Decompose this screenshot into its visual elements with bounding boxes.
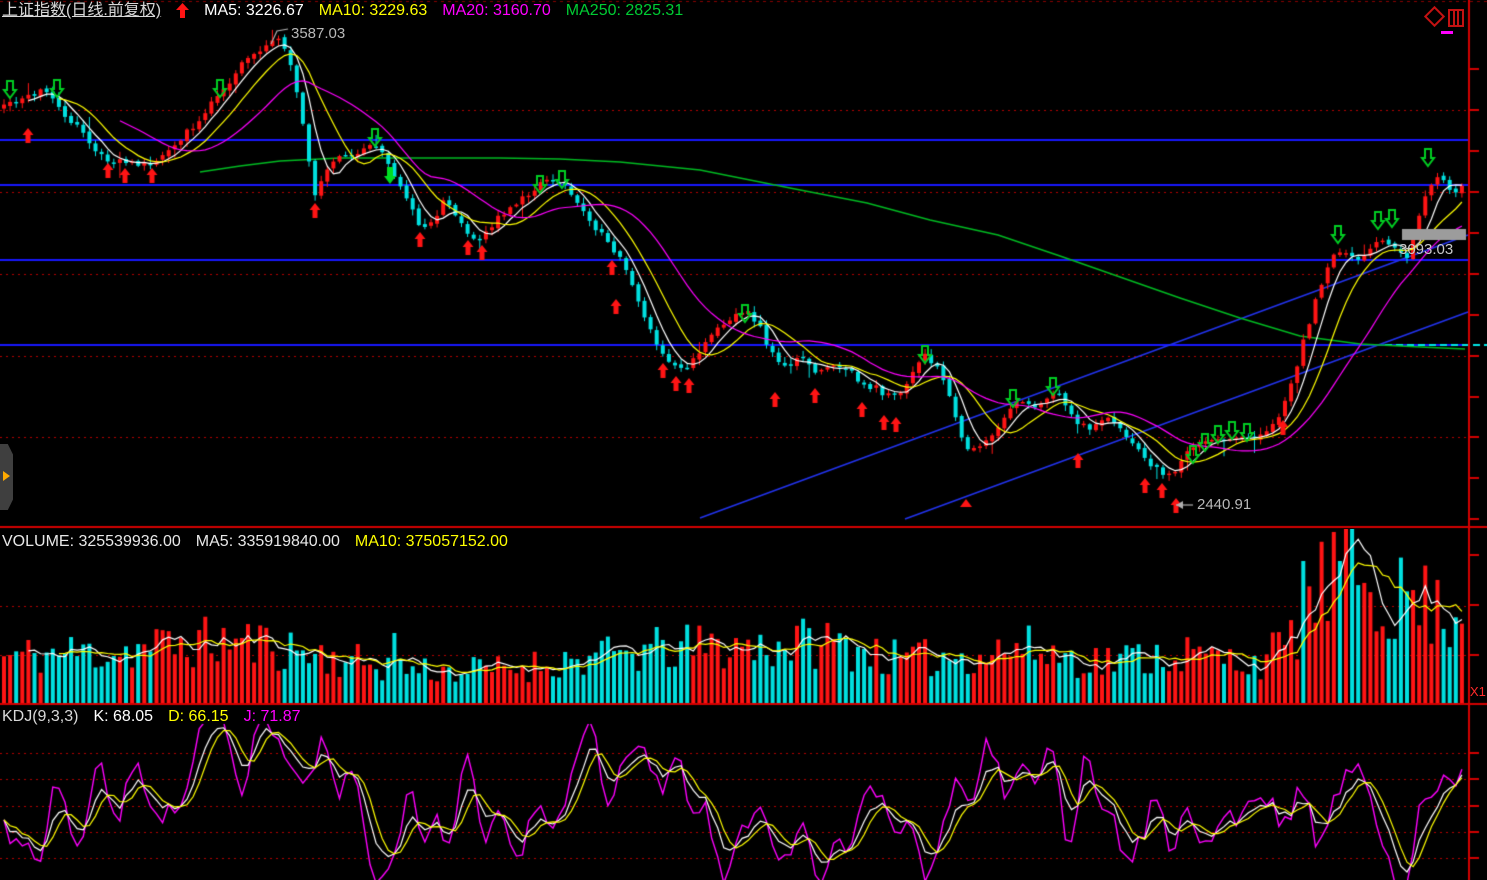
volume-ma10-value: MA10: 375057152.00: [354, 533, 508, 550]
magenta-dash-icon: [1441, 31, 1453, 34]
main-price-chart[interactable]: [0, 0, 1487, 529]
kdj-j-value: J: 71.87: [243, 708, 301, 725]
volume-ma5-value: MA5: 335919840.00: [195, 533, 340, 550]
ma5-value: MA5: 3226.67: [204, 2, 304, 19]
kdj-chart[interactable]: [0, 706, 1487, 880]
kdj-k-value: K: 68.05: [93, 708, 154, 725]
trough-price-label: 2440.91: [1197, 496, 1252, 513]
volume-value: VOLUME: 325539936.00: [2, 533, 181, 550]
ma10-value: MA10: 3229.63: [318, 2, 428, 19]
scale-indicator-label: X1: [1470, 684, 1486, 699]
window-layout-icon[interactable]: [1448, 9, 1464, 27]
expand-sidebar-handle[interactable]: [0, 444, 13, 510]
kdj-header: KDJ(9,3,3) K: 68.05 D: 66.15 J: 71.87: [2, 708, 301, 726]
kdj-label: KDJ(9,3,3): [2, 708, 79, 725]
expand-arrow-icon: [3, 471, 10, 481]
ma250-value: MA250: 2825.31: [565, 2, 684, 19]
main-chart-header: 上证指数(日线.前复权) MA5: 3226.67 MA10: 3229.63 …: [2, 2, 683, 23]
ma20-value: MA20: 3160.70: [442, 2, 551, 19]
peak-price-label: 3587.03: [291, 25, 346, 42]
volume-chart[interactable]: [0, 529, 1487, 706]
symbol-title[interactable]: 上证指数(日线.前复权): [2, 2, 162, 19]
current-price-label: 3093.03: [1399, 241, 1454, 258]
trend-up-arrow-icon: [176, 3, 190, 23]
volume-header: VOLUME: 325539936.00 MA5: 335919840.00 M…: [2, 533, 508, 551]
kdj-d-value: D: 66.15: [168, 708, 229, 725]
